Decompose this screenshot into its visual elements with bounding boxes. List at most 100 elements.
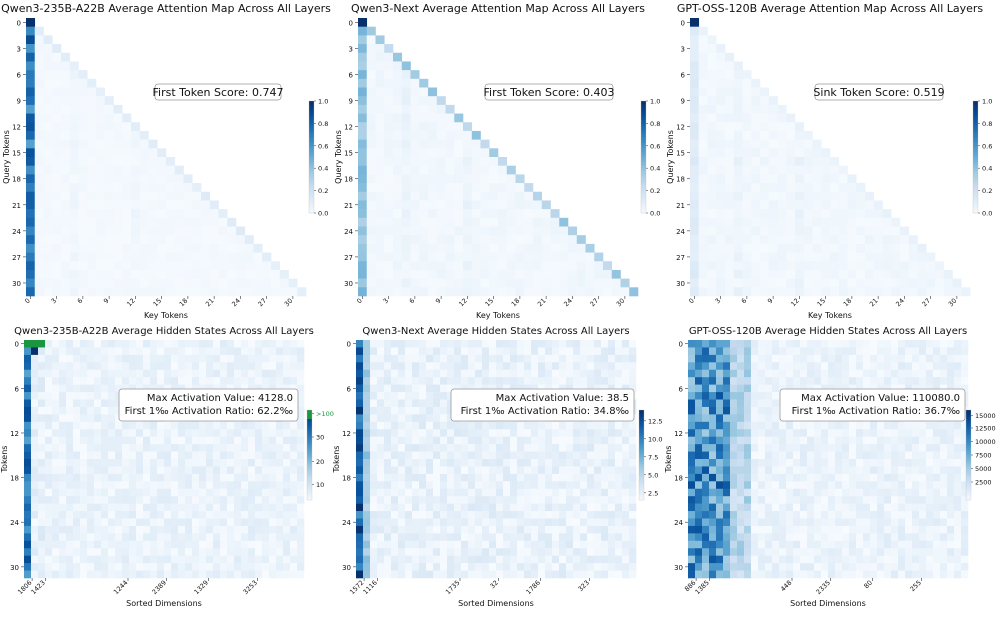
heatmap-cell [164,519,171,527]
colorbar-tick-label: 0.4 [982,165,992,173]
heatmap-cell [370,437,377,445]
heatmap-cell [472,174,481,183]
heatmap-cell [367,35,376,44]
heatmap-cell [716,392,723,400]
heatmap-cell [79,96,88,105]
heatmap-cell [919,377,926,385]
colorbar-segment [641,143,646,146]
heatmap-cell [44,218,53,227]
heatmap-cell [447,340,454,348]
heatmap-cell [391,400,398,408]
heatmap-cell [472,200,481,209]
heatmap-cell [129,347,136,355]
heatmap-cell [772,407,779,415]
heatmap-cell [804,287,813,296]
heatmap-cell [786,287,795,296]
heatmap-cell [108,407,115,415]
heatmap-cell [489,556,496,564]
heatmap-cell [573,526,580,534]
heatmap-cell [552,504,559,512]
heatmap-cell [276,370,283,378]
heatmap-cell [24,511,31,519]
heatmap-cell [206,496,213,504]
heatmap-cell [461,370,468,378]
heatmap-cell [716,227,725,236]
heatmap-cell [510,489,517,497]
heatmap-cell [463,140,472,149]
heatmap-cell [52,400,59,408]
heatmap-cell [446,174,455,183]
heatmap-cell [262,459,269,467]
heatmap-cell [398,466,405,474]
heatmap-cell [716,174,725,183]
heatmap-cell [94,400,101,408]
heatmap-cell [580,422,587,430]
heatmap-cell [695,362,702,370]
heatmap-cell [367,261,376,270]
heatmap-cell [136,571,143,579]
heatmap-cell [31,459,38,467]
heatmap-cell [821,148,830,157]
heatmap-cell [622,533,629,541]
heatmap-cell [900,261,909,270]
heatmap-cell [108,504,115,512]
heatmap-cell [384,459,391,467]
colorbar-segment [641,149,646,152]
heatmap-cell [210,287,219,296]
heatmap-cell [615,340,622,348]
heatmap-cell [178,429,185,437]
heatmap-cell [185,556,192,564]
heatmap-cell [760,131,769,140]
colorbar-segment [641,207,646,210]
heatmap-cell [566,370,573,378]
heatmap-cell [255,571,262,579]
heatmap-cell [503,459,510,467]
heatmap-cell [122,270,131,279]
heatmap-cell [813,209,822,218]
colorbar-segment [973,151,978,154]
heatmap-cell [481,148,490,157]
heatmap-cell [393,270,402,279]
heatmap-cell [454,209,463,218]
heatmap-cell [573,459,580,467]
heatmap-cell [552,563,559,571]
heatmap-cell [114,253,123,262]
heatmap-cell [821,279,830,288]
colorbar-segment [973,191,978,194]
heatmap-cell [192,504,199,512]
heatmap-cell [580,347,587,355]
heatmap-cell [31,407,38,415]
y-tick-label: 21 [344,202,353,210]
heatmap-cell [262,370,269,378]
heatmap-cell [538,474,545,482]
heatmap-cell [426,452,433,460]
heatmap-cell [393,261,402,270]
x-tick-label: 12 [789,297,801,309]
heatmap-cell [463,174,472,183]
heatmap-cell [433,571,440,579]
heatmap-cell [961,370,968,378]
heatmap-cell [690,218,699,227]
heatmap-cell [157,218,166,227]
colorbar-segment [641,112,646,115]
heatmap-cell [234,541,241,549]
heatmap-cell [751,385,758,393]
heatmap-cell [758,370,765,378]
heatmap-cell [140,166,149,175]
heatmap-cell [101,362,108,370]
heatmap-cell [524,422,531,430]
heatmap-cell [568,253,577,262]
heatmap-cell [213,437,220,445]
heatmap-cell [580,362,587,370]
heatmap-cell [468,429,475,437]
heatmap-cell [586,244,595,253]
heatmap-cell [804,279,813,288]
heatmap-cell [248,563,255,571]
heatmap-cell [856,192,865,201]
heatmap-cell [405,340,412,348]
heatmap-cell [105,227,114,236]
heatmap-cell [61,105,70,114]
heatmap-cell [290,526,297,534]
heatmap-cell [699,287,708,296]
heatmap-cell [608,556,615,564]
